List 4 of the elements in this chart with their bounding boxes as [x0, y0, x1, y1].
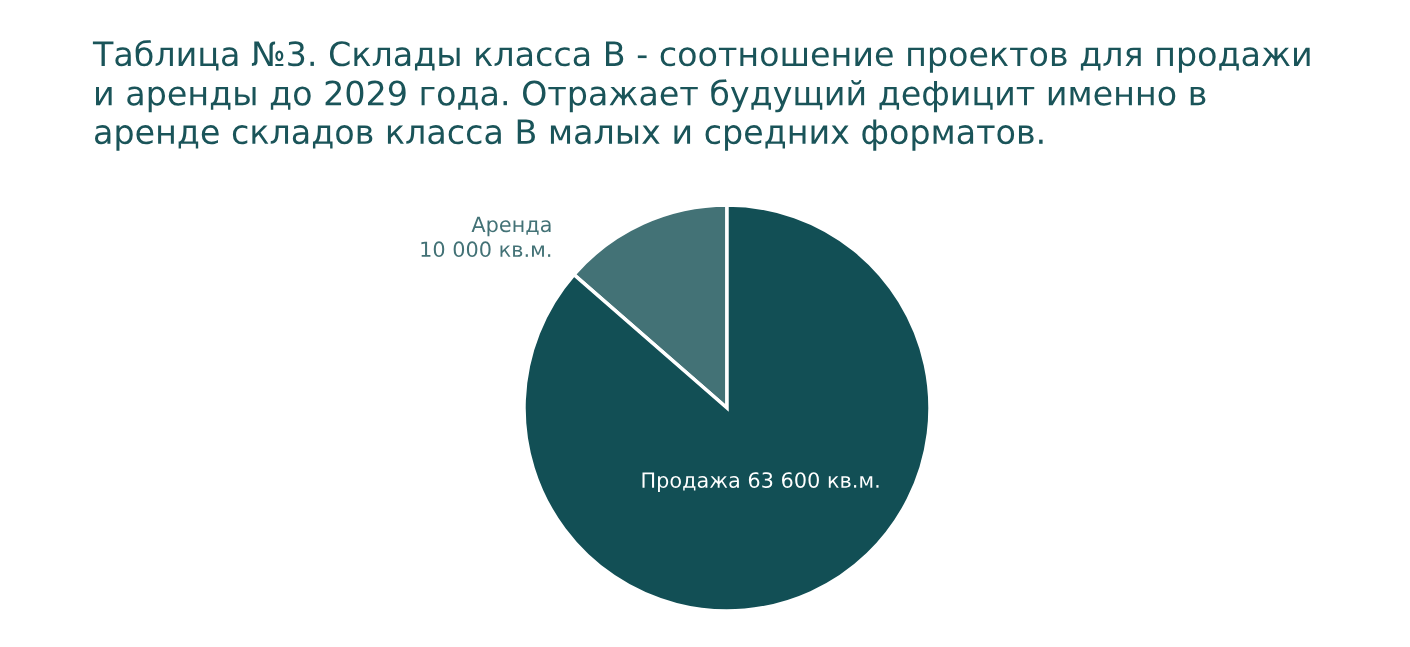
- slice-label: Аренда: [471, 216, 551, 237]
- data-label: 10 000 кв.м.: [421, 241, 551, 258]
- chart-title: Таблица №3. Склады класса В - соотношение проектов для продажи и аренды до 2029 года. Отражает будущий дефицит именно в аренде складов класса В малых и средних форматов.: [92, 40, 1310, 151]
- slice-label: Продажа 63 600 кв.м.: [642, 472, 879, 492]
